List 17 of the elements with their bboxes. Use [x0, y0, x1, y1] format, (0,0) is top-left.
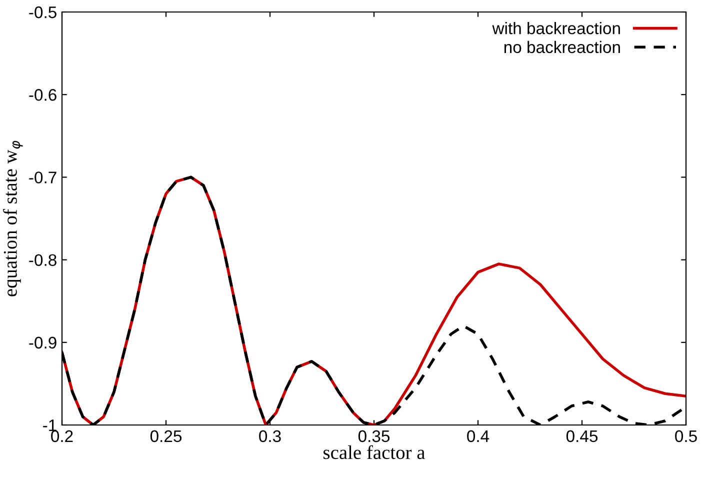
x-tick-label: 0.35 — [358, 430, 390, 442]
x-axis-title: scale factor a — [324, 445, 426, 460]
y-tick-label: -0.7 — [29, 172, 56, 184]
x-tick-label: 0.2 — [51, 430, 73, 442]
x-tick-label: 0.5 — [675, 430, 697, 442]
x-tick-label: 0.45 — [566, 430, 598, 442]
y-tick-label: -1 — [43, 420, 56, 432]
y-tick-label: -0.5 — [29, 6, 56, 18]
y-tick-label: -0.9 — [29, 336, 56, 349]
legend-label: no backreaction — [504, 40, 620, 54]
x-tick-label: 0.25 — [150, 430, 182, 442]
x-tick-label: 0.4 — [467, 430, 490, 442]
y-tick-label: -0.8 — [29, 254, 56, 266]
y-tick-label: -0.6 — [29, 89, 56, 101]
x-tick-label: 0.3 — [259, 430, 281, 442]
legend-label: with backreaction — [492, 22, 620, 34]
y-axis-title: equation of state w$_{φ}$ — [3, 140, 23, 296]
